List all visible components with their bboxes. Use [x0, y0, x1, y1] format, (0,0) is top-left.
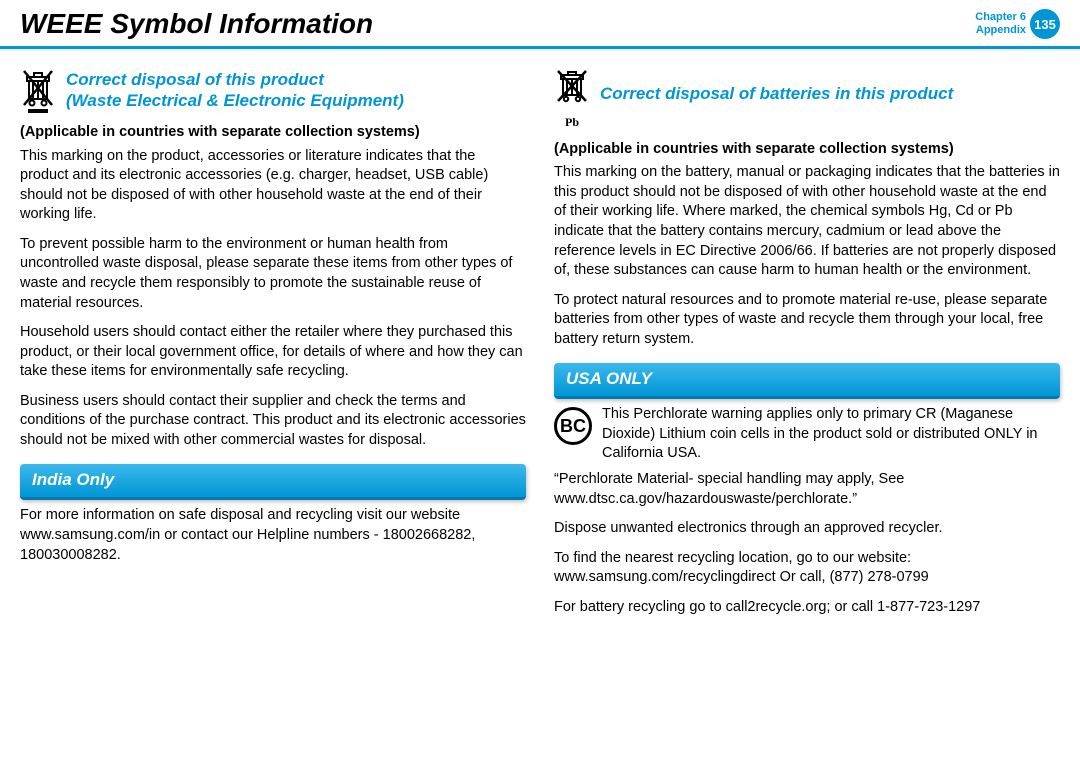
usa-p3: To find the nearest recycling location, …: [554, 549, 1060, 588]
page-header: WEEE Symbol Information Chapter 6 Append…: [0, 0, 1080, 40]
battery-title: Correct disposal of batteries in this pr…: [600, 69, 953, 104]
weee-title: Correct disposal of this product (Waste …: [66, 69, 404, 112]
weee-p2: To prevent possible harm to the environm…: [20, 235, 526, 313]
header-rule-shadow: [0, 49, 1080, 51]
india-bar: India Only: [20, 464, 526, 500]
battery-section-head: Pb Correct disposal of batteries in this…: [554, 69, 1060, 130]
weee-p3: Household users should contact either th…: [20, 323, 526, 382]
bc-icon: BC: [554, 407, 592, 445]
page-title: WEEE Symbol Information: [20, 8, 373, 40]
weee-section-head: Correct disposal of this product (Waste …: [20, 69, 526, 113]
battery-bin-icon: [554, 69, 590, 107]
bc-row: BC This Perchlorate warning applies only…: [554, 405, 1060, 464]
usa-bar: USA ONLY: [554, 363, 1060, 399]
left-column: Correct disposal of this product (Waste …: [20, 69, 526, 627]
usa-p1: “Perchlorate Material- special handling …: [554, 470, 1060, 509]
battery-icon-wrapper: Pb: [554, 69, 590, 130]
weee-bin-icon: [20, 69, 56, 113]
india-p: For more information on safe disposal an…: [20, 506, 526, 565]
chapter-line1: Chapter 6: [975, 11, 1026, 24]
battery-subheading: (Applicable in countries with separate c…: [554, 140, 1060, 160]
chapter-text: Chapter 6 Appendix: [975, 11, 1026, 37]
chapter-line2: Appendix: [975, 24, 1026, 37]
battery-p2: To protect natural resources and to prom…: [554, 291, 1060, 350]
bc-text: This Perchlorate warning applies only to…: [602, 405, 1060, 464]
usa-p4: For battery recycling go to call2recycle…: [554, 598, 1060, 618]
chapter-box: Chapter 6 Appendix 135: [975, 9, 1060, 39]
weee-p1: This marking on the product, accessories…: [20, 147, 526, 225]
right-column: Pb Correct disposal of batteries in this…: [554, 69, 1060, 627]
content-columns: Correct disposal of this product (Waste …: [0, 69, 1080, 627]
weee-subheading: (Applicable in countries with separate c…: [20, 123, 526, 143]
weee-p4: Business users should contact their supp…: [20, 392, 526, 451]
page-number-badge: 135: [1030, 9, 1060, 39]
pb-label: Pb: [554, 114, 590, 130]
usa-p2: Dispose unwanted electronics through an …: [554, 519, 1060, 539]
battery-p1: This marking on the battery, manual or p…: [554, 163, 1060, 280]
